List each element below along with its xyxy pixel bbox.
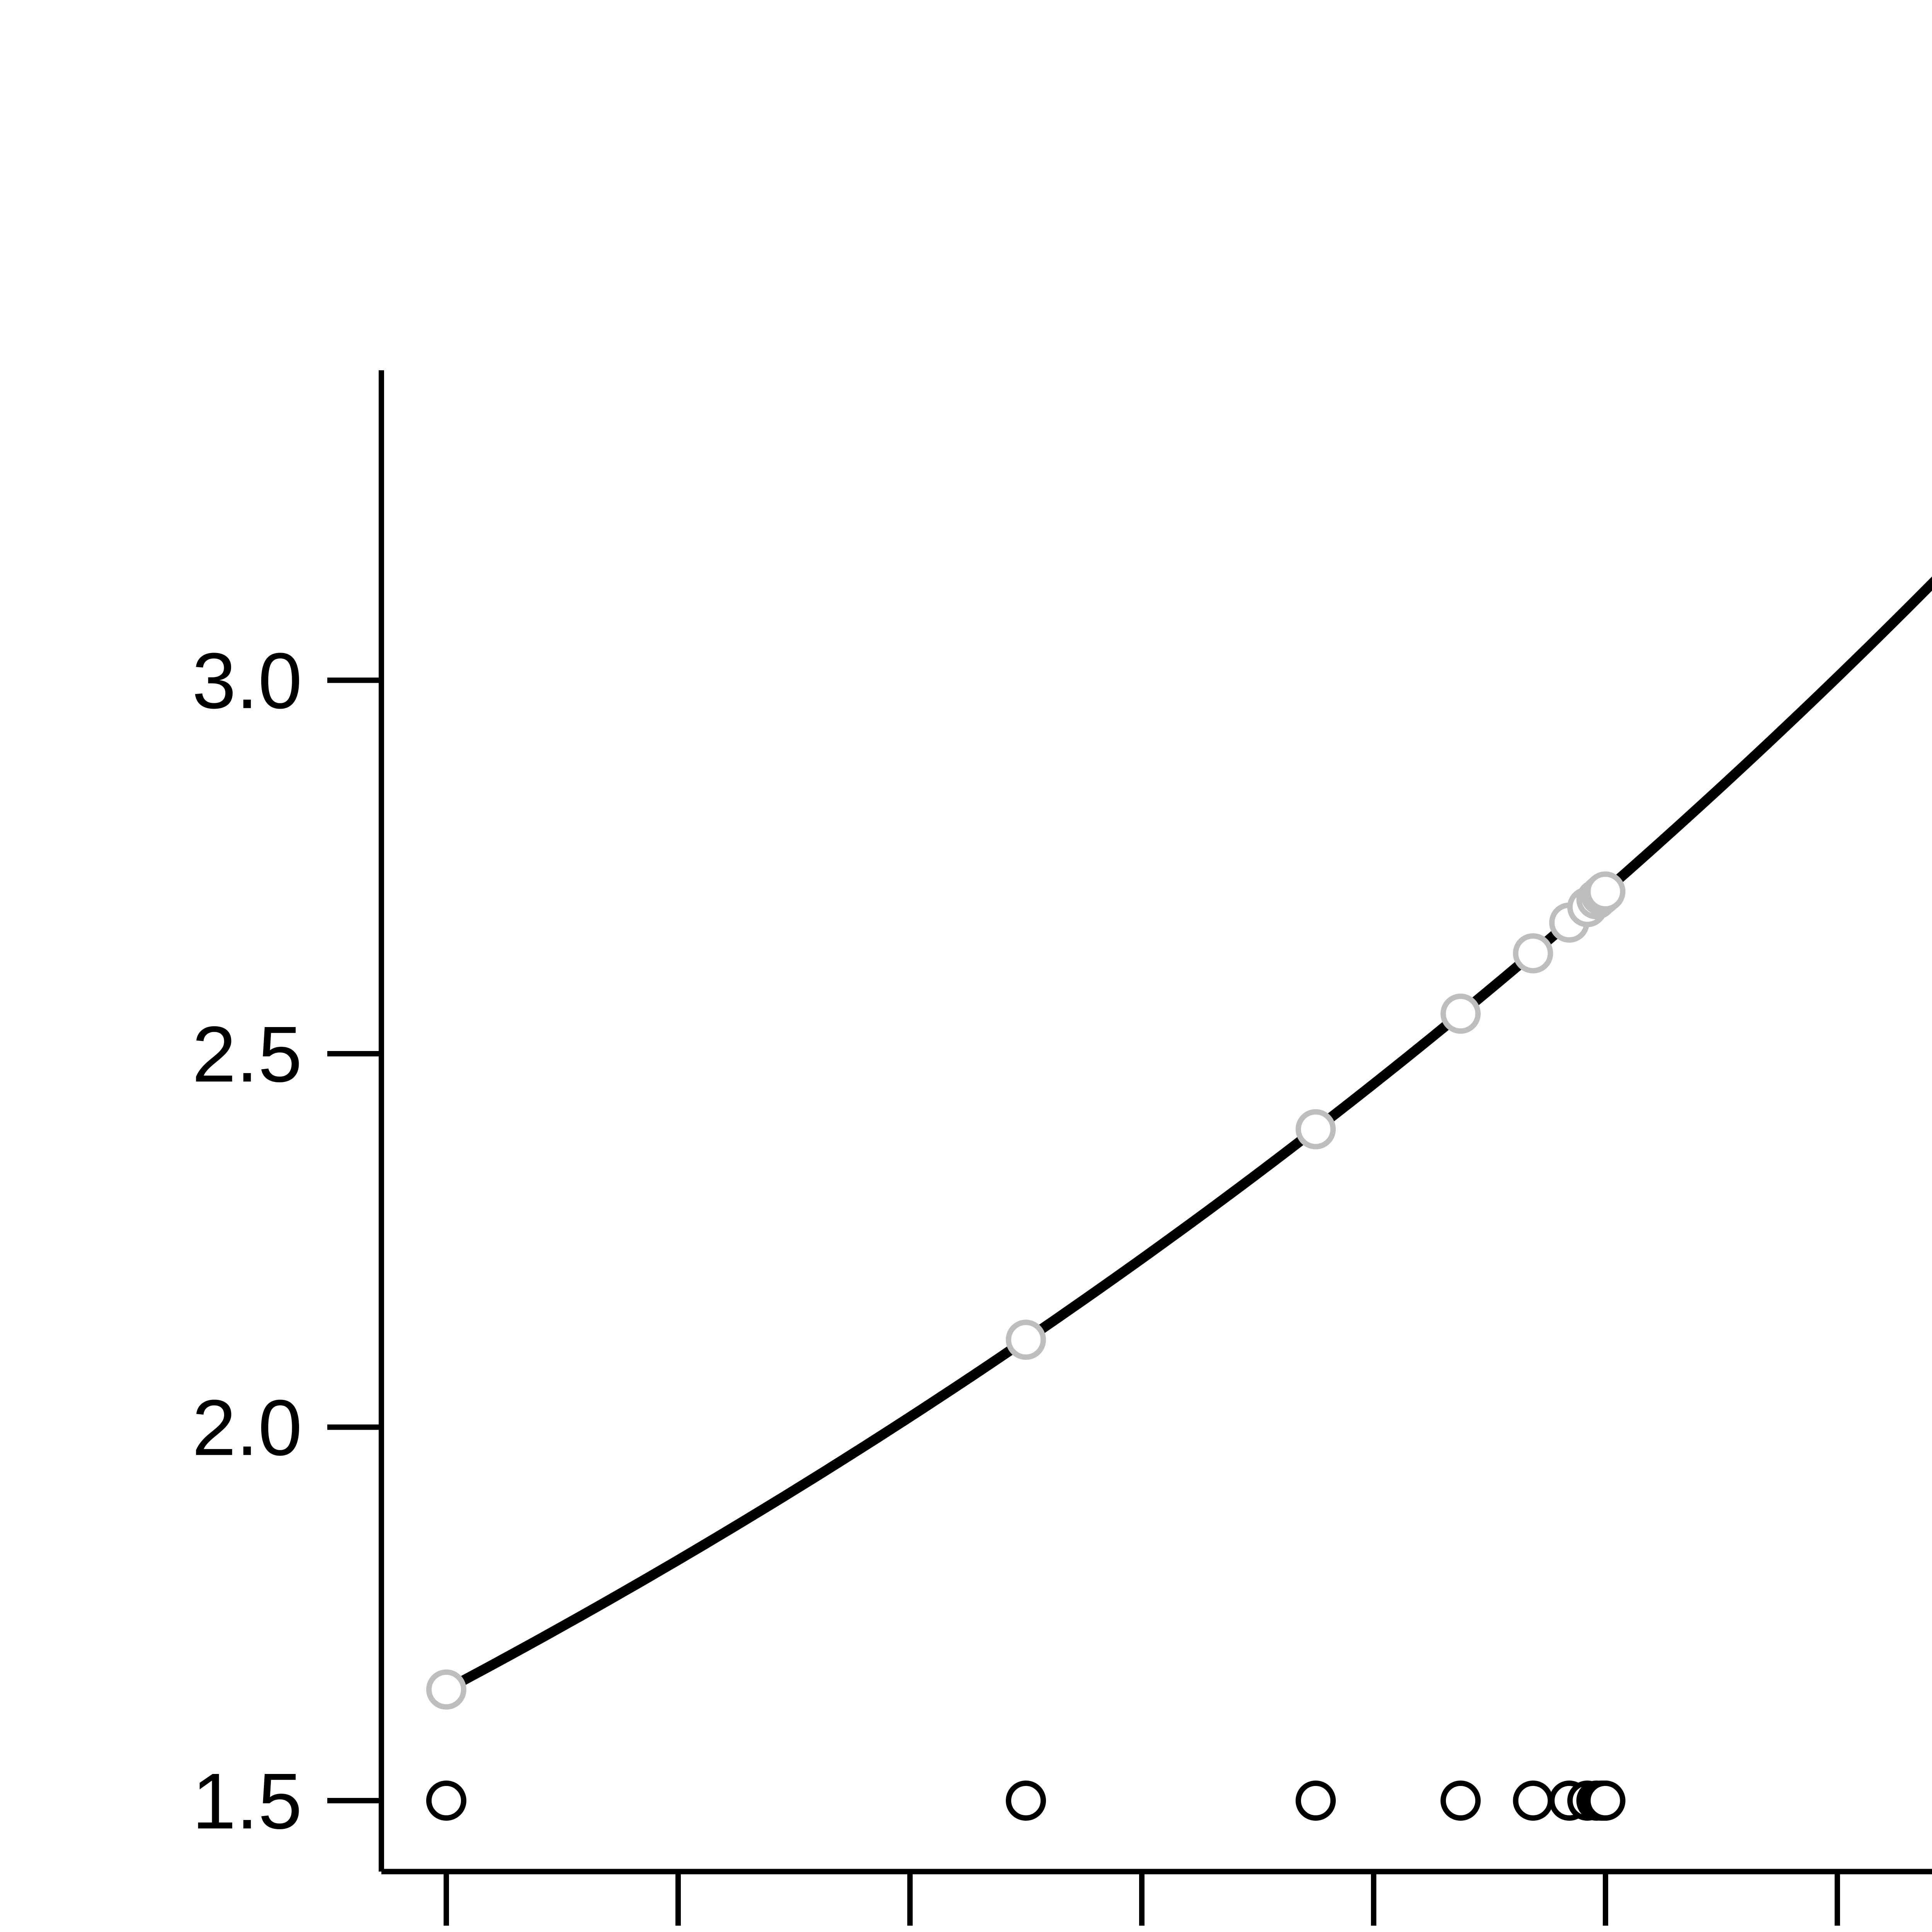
y-axis-tick-label: 2.0 [192,1384,302,1472]
iterates-on-curve-point [1513,933,1553,974]
iterates-on-curve-point [1006,1320,1046,1360]
iterates-rug-point [1006,1781,1046,1821]
points-layer [426,871,1626,1821]
exp-curve [441,576,1932,1695]
axes-layer: 0.50.60.70.80.91.01.11.21.52.02.53.0 [192,370,1932,1926]
iterates-rug-point [1585,1781,1626,1821]
iterates-rug-point [426,1781,466,1821]
iterates-on-curve-point [1440,993,1481,1034]
iterates-rug-point [1513,1781,1553,1821]
y-axis-tick-label: 2.5 [192,1010,302,1099]
iterates-on-curve-point [1296,1109,1336,1150]
y-axis-tick-label: 1.5 [192,1757,302,1845]
y-axis-tick-label: 3.0 [192,637,302,725]
iterates-rug-point [1440,1781,1481,1821]
iterates-rug-point [1296,1781,1336,1821]
iterates-on-curve-point [1585,871,1626,912]
curve-layer [441,576,1932,1695]
iterates-on-curve-point [426,1669,466,1710]
